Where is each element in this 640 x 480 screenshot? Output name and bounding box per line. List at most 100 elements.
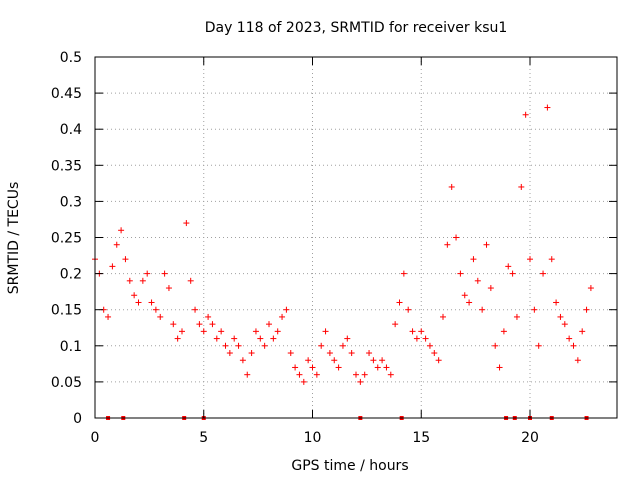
data-point [587, 285, 594, 292]
data-point [161, 270, 168, 277]
x-tick-label: 0 [91, 430, 100, 446]
data-point [413, 335, 420, 342]
data-point [500, 328, 507, 335]
data-point [474, 277, 481, 284]
data-point [339, 342, 346, 349]
data-point [366, 350, 373, 357]
data-point [135, 299, 142, 306]
data-point [492, 342, 499, 349]
data-point [252, 328, 259, 335]
chart-title: Day 118 of 2023, SRMTID for receiver ksu… [205, 20, 508, 36]
data-point [392, 321, 399, 328]
data-point [122, 256, 129, 263]
data-point [266, 321, 272, 328]
data-point [292, 364, 299, 371]
data-point [440, 313, 446, 320]
data-point [535, 342, 542, 349]
data-point [396, 299, 403, 306]
data-point [157, 313, 164, 320]
y-tick-label: 0.2 [60, 267, 82, 283]
data-point [426, 342, 433, 349]
data-point [405, 306, 412, 313]
data-point [257, 335, 264, 342]
y-tick-label: 0.05 [51, 375, 82, 391]
data-point [179, 328, 185, 335]
data-points [92, 104, 594, 385]
data-point [370, 357, 377, 364]
y-tick-label: 0.25 [51, 231, 82, 247]
data-point [509, 270, 516, 277]
x-tick-label: 10 [304, 430, 322, 446]
y-tick-label: 0.1 [60, 339, 82, 355]
data-point [353, 371, 359, 378]
data-point [196, 321, 203, 328]
data-point [261, 342, 268, 349]
y-axis-label: SRMTID / TECUs [6, 182, 22, 295]
data-point [300, 378, 307, 385]
data-point [105, 313, 112, 320]
data-point [483, 241, 490, 248]
data-point [152, 306, 159, 313]
data-point [479, 306, 486, 313]
data-point [118, 227, 125, 234]
data-point [283, 306, 290, 313]
data-point [222, 342, 229, 349]
data-point [357, 378, 364, 385]
data-point [518, 183, 525, 190]
data-point [431, 350, 438, 357]
data-point [418, 328, 425, 335]
data-point [183, 220, 190, 227]
data-point [139, 277, 146, 284]
data-point [487, 285, 494, 292]
data-point [287, 350, 294, 357]
data-point [165, 285, 172, 292]
data-point [448, 183, 455, 190]
data-point [126, 277, 133, 284]
data-point [409, 328, 416, 335]
data-point [544, 104, 551, 111]
y-tick-label: 0.5 [60, 50, 82, 66]
data-point [579, 328, 586, 335]
data-point [435, 357, 442, 364]
data-point [218, 328, 225, 335]
data-point [244, 371, 251, 378]
data-point [344, 335, 351, 342]
data-point [557, 313, 564, 320]
data-point [296, 371, 303, 378]
data-point [148, 299, 155, 306]
data-point [496, 364, 503, 371]
data-point [200, 328, 207, 335]
x-tick-label: 15 [412, 430, 430, 446]
data-point [331, 357, 338, 364]
data-point [235, 342, 242, 349]
data-point [379, 357, 386, 364]
data-point [522, 111, 529, 118]
data-point [400, 270, 407, 277]
data-point [305, 357, 312, 364]
data-point [387, 371, 394, 378]
y-tick-label: 0.3 [60, 194, 82, 210]
data-point [113, 241, 120, 248]
data-point [548, 256, 555, 263]
data-point [383, 364, 390, 371]
data-point [313, 371, 320, 378]
data-point [205, 313, 212, 320]
data-point [322, 328, 329, 335]
data-point [209, 321, 216, 328]
data-point [570, 342, 577, 349]
data-point [466, 299, 473, 306]
data-point [566, 335, 573, 342]
data-point [226, 350, 233, 357]
data-point [192, 306, 199, 313]
data-point [540, 270, 547, 277]
data-point [461, 292, 468, 299]
data-point [170, 321, 177, 328]
data-point [144, 270, 151, 277]
data-point [174, 335, 181, 342]
data-point [527, 256, 533, 263]
data-point [574, 357, 581, 364]
data-point [109, 263, 116, 270]
data-point [279, 313, 286, 320]
data-point [213, 335, 220, 342]
